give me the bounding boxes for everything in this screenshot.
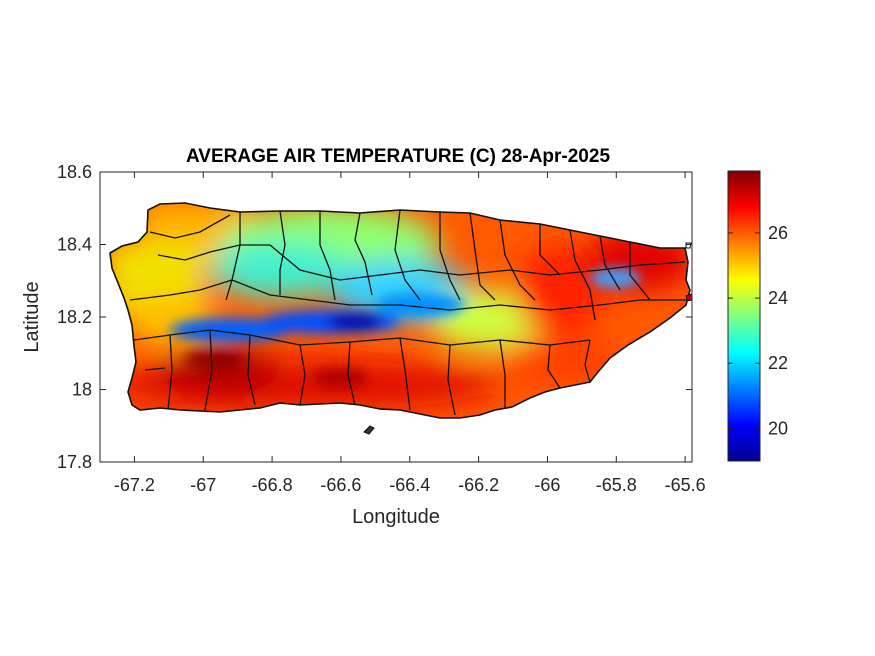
y-tick-label: 17.8 (57, 452, 92, 472)
x-tick-label: -66.2 (458, 475, 499, 495)
east-zone (515, 245, 605, 335)
chart-title: AVERAGE AIR TEMPERATURE (C) 28-Apr-2025 (186, 146, 610, 167)
x-tick-label: -65.8 (596, 475, 637, 495)
northeast-islet (685, 242, 692, 249)
x-tick-label: -66 (534, 475, 560, 495)
y-axis-ticks: 17.8 18 18.2 18.4 18.6 (57, 162, 692, 472)
x-axis-label: Longitude (352, 506, 440, 528)
colorbar-ticks: 20 22 24 26 (728, 223, 788, 438)
x-tick-label: -65.6 (665, 475, 706, 495)
cordillera-band-east (375, 293, 465, 317)
cordillera-band-west (170, 318, 290, 342)
colorbar (727, 170, 761, 462)
cordillera-core (327, 313, 383, 331)
colorbar-tick-label: 24 (768, 288, 788, 308)
x-tick-label: -66.8 (252, 475, 293, 495)
luquillo-cool-spot (590, 268, 640, 288)
salinas-hot-spot (312, 368, 368, 388)
municipality-boundaries (129, 209, 686, 416)
colorbar-tick-label: 26 (768, 223, 788, 243)
y-axis-label: Latitude (21, 281, 43, 352)
y-tick-label: 18.4 (57, 235, 92, 255)
y-tick-label: 18.2 (57, 307, 92, 327)
y-tick-label: 18 (72, 380, 92, 400)
y-tick-label: 18.6 (57, 162, 92, 182)
colorbar-tick-label: 22 (768, 353, 788, 373)
x-tick-label: -66.6 (320, 475, 361, 495)
x-tick-label: -67 (190, 475, 216, 495)
x-tick-label: -67.2 (114, 475, 155, 495)
x-tick-label: -66.4 (389, 475, 430, 495)
guanica-hot-spot (185, 350, 245, 370)
caja-de-muertos-islet (363, 425, 375, 435)
x-axis-ticks: -67.2 -67 -66.8 -66.6 -66.4 -66.2 -66 -65.8 -65.… (114, 172, 706, 495)
colorbar-tick-label: 20 (768, 418, 788, 438)
southeast-zone (500, 335, 620, 385)
